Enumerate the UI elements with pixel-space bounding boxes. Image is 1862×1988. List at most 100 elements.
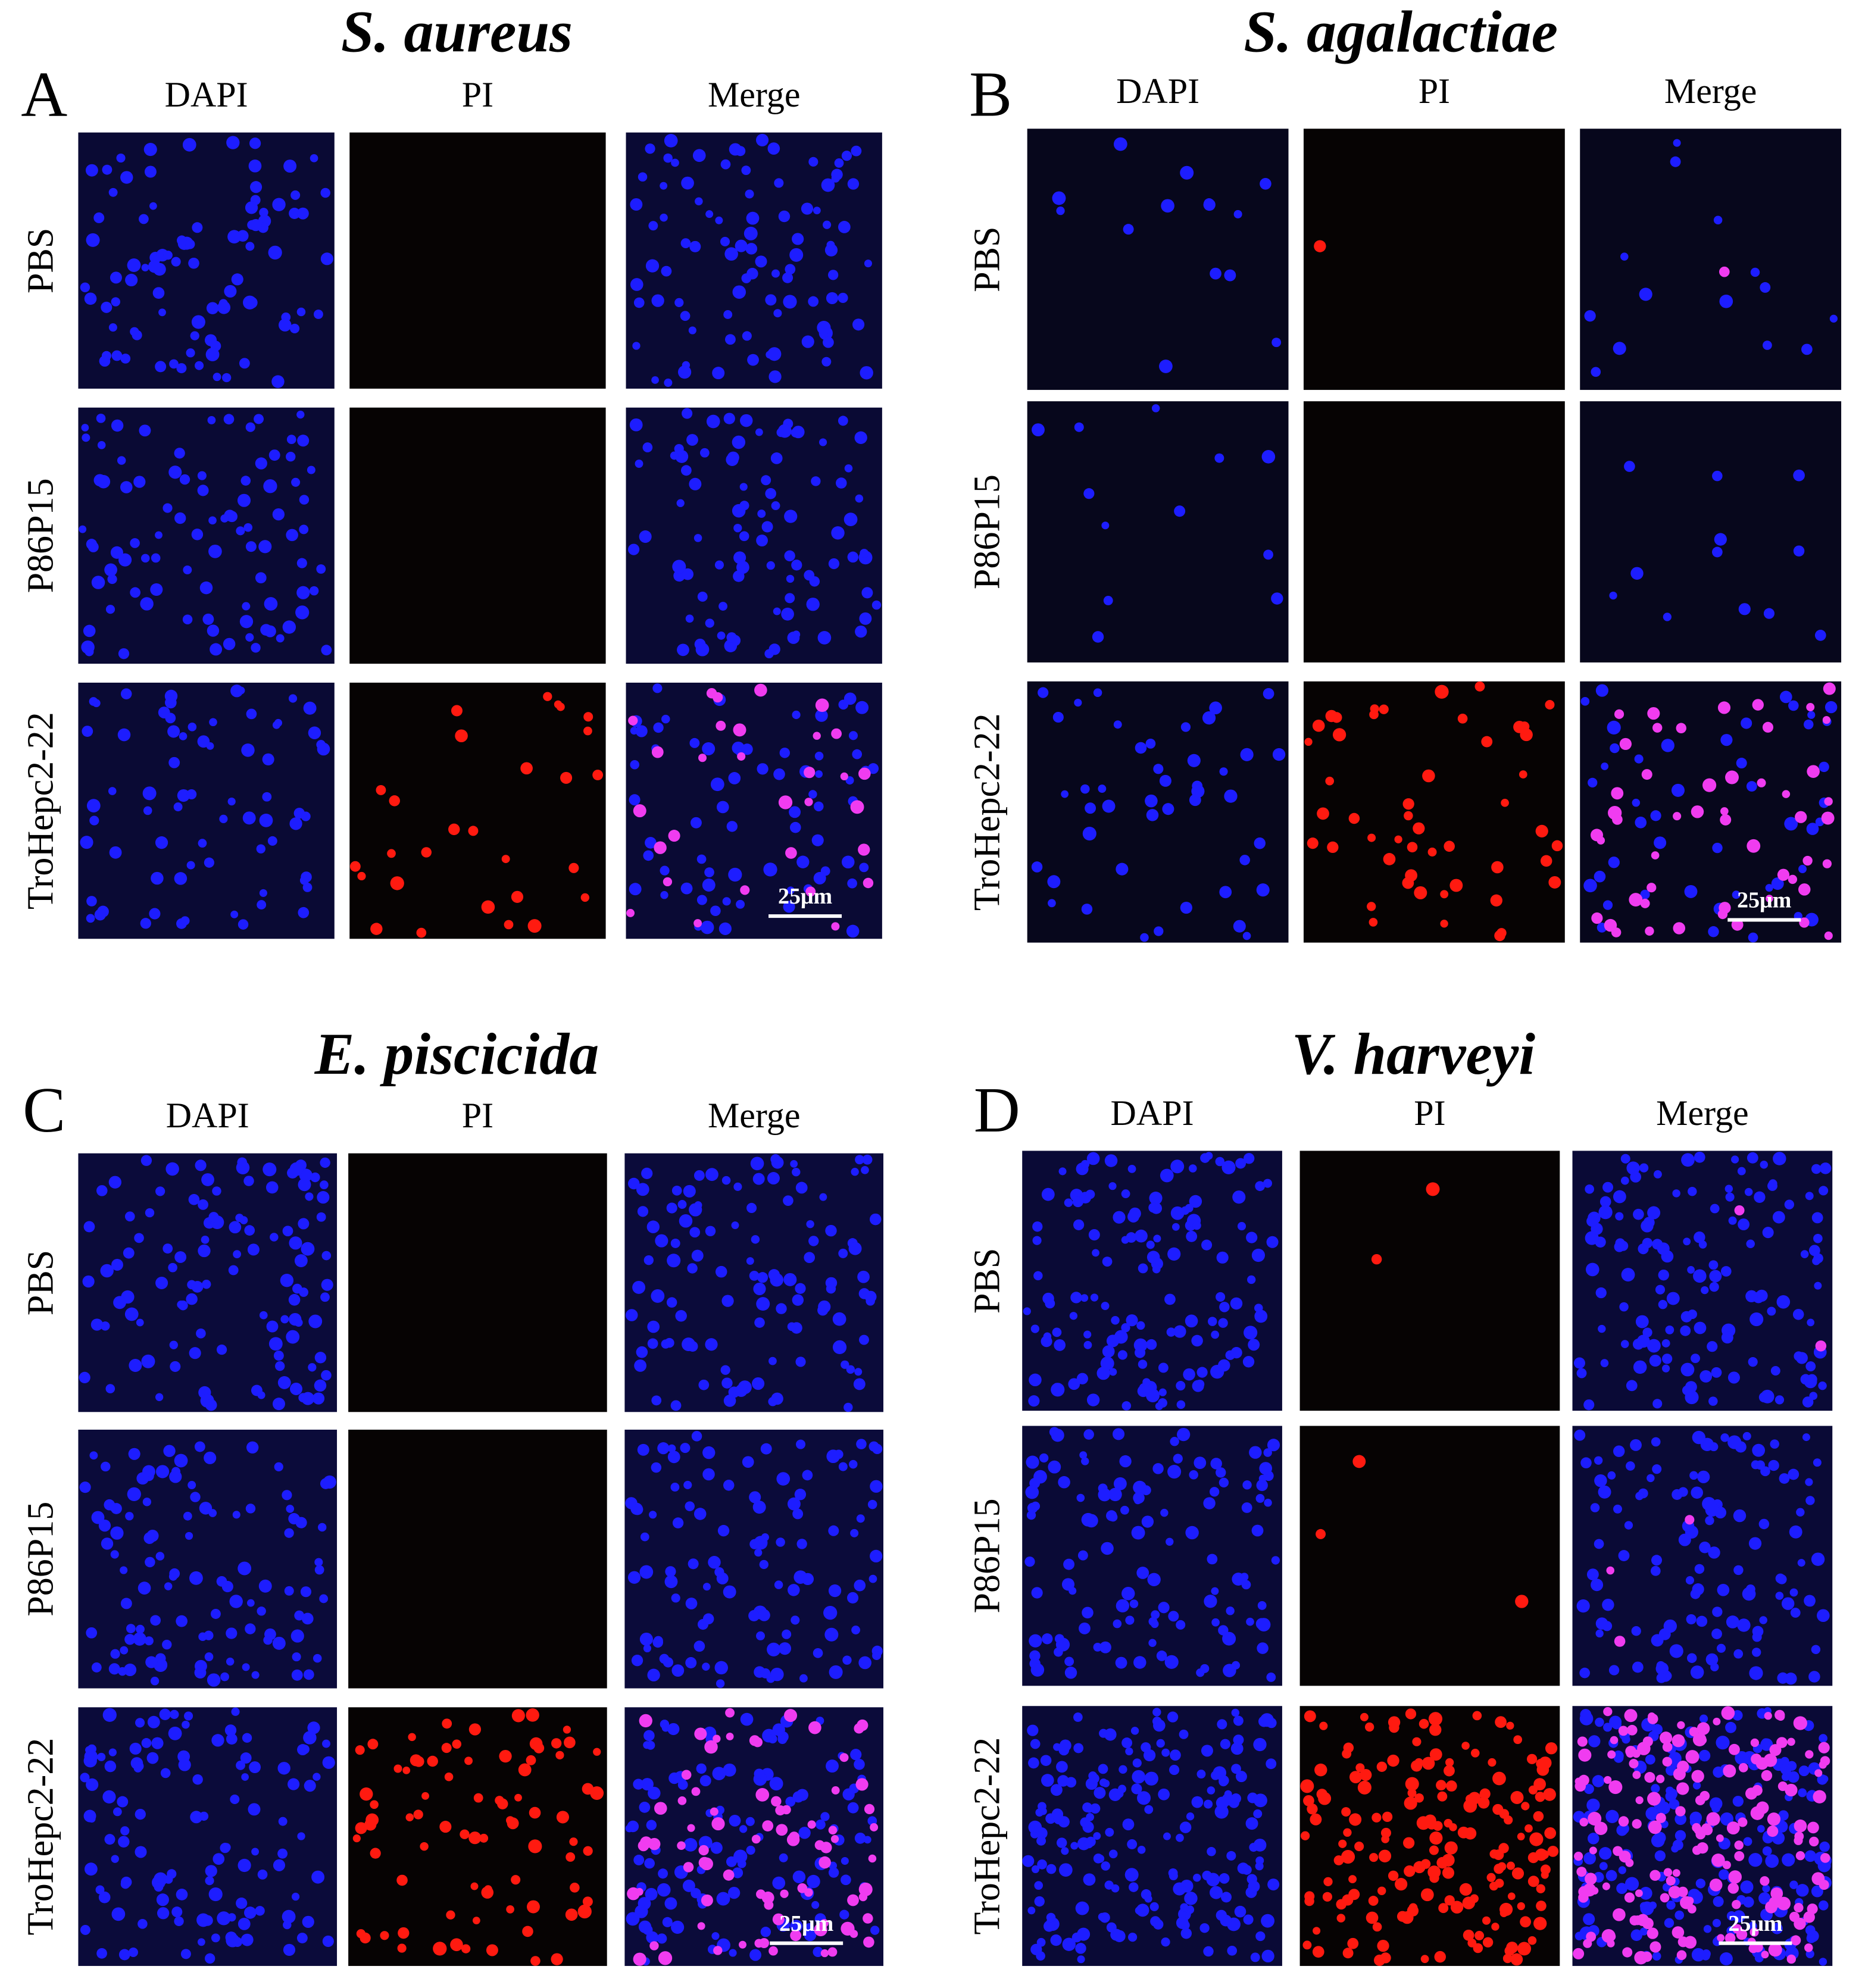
cell [783, 901, 795, 913]
cell [303, 1731, 317, 1745]
cell [1773, 1152, 1786, 1165]
cell [1802, 1433, 1810, 1442]
micrograph [1299, 1706, 1560, 1966]
cell [468, 1831, 482, 1845]
cell [1649, 1941, 1661, 1953]
cell [720, 1365, 730, 1375]
cell [318, 1523, 327, 1532]
cell [245, 1503, 256, 1514]
cell [761, 1891, 774, 1904]
cell [1639, 1887, 1652, 1900]
cell [795, 1283, 806, 1294]
cell [1188, 1164, 1197, 1173]
cell [821, 357, 832, 367]
cell [176, 1889, 188, 1901]
cell [448, 823, 460, 836]
cell [1357, 1780, 1371, 1795]
cell [645, 1887, 658, 1901]
cell [788, 1584, 800, 1596]
cell [1232, 1190, 1246, 1204]
micrograph-background [348, 1153, 607, 1412]
cell [1761, 1770, 1773, 1781]
cell [1576, 1368, 1587, 1379]
cell [1687, 1266, 1695, 1274]
cell [847, 1894, 859, 1906]
cell [1794, 1819, 1807, 1833]
cell [776, 1472, 791, 1486]
cell [798, 1827, 811, 1839]
cell [710, 1842, 723, 1854]
cell [1676, 1782, 1689, 1795]
cell [1583, 1784, 1594, 1795]
cell [652, 1637, 663, 1648]
cell [441, 1743, 452, 1753]
cell [1176, 1917, 1189, 1929]
scale-bar-label: 25μm [779, 1911, 833, 1936]
cell [1641, 1220, 1654, 1233]
cell [274, 718, 283, 727]
cell [1405, 1777, 1419, 1791]
cell [826, 1759, 839, 1773]
cell [814, 801, 824, 812]
cell [633, 804, 646, 818]
cell [138, 1581, 151, 1595]
cell [273, 1859, 286, 1871]
cell [1412, 1737, 1422, 1746]
cell [1781, 1597, 1795, 1610]
cell [1061, 790, 1069, 798]
cell [634, 1359, 646, 1372]
cell [101, 1461, 111, 1472]
cell [758, 1609, 770, 1621]
micrograph [1299, 1151, 1560, 1411]
cell [1624, 1892, 1635, 1903]
cell [129, 1742, 142, 1755]
cell [1342, 1948, 1354, 1959]
cell [831, 168, 843, 181]
cell [248, 159, 262, 173]
cell [1713, 1717, 1721, 1726]
cell [1403, 1837, 1415, 1849]
cell [298, 907, 310, 918]
cell [1051, 1429, 1064, 1442]
cell [1224, 1790, 1232, 1798]
cell [804, 570, 815, 581]
cell [1720, 814, 1732, 826]
cell [1607, 1750, 1616, 1759]
cell [723, 1869, 735, 1881]
cell [420, 1842, 429, 1851]
cell [1073, 1219, 1085, 1230]
row-label: P86P15 [967, 474, 1007, 589]
cell [1032, 1236, 1042, 1245]
cell [367, 1739, 379, 1750]
cell [286, 529, 298, 542]
cell [272, 508, 285, 521]
cell [1798, 883, 1811, 896]
cell [238, 1561, 252, 1576]
cell [1585, 1184, 1594, 1194]
cell [1652, 1952, 1661, 1961]
cell [272, 1636, 286, 1650]
cell [84, 1862, 98, 1876]
cell [188, 1194, 200, 1205]
cell [1342, 1749, 1352, 1759]
row-label: P86P15 [20, 478, 61, 593]
cell [854, 1832, 866, 1844]
cell [1407, 842, 1418, 853]
cell [828, 1826, 838, 1835]
cell [1170, 1749, 1181, 1761]
cell [190, 1811, 203, 1824]
cell [1145, 738, 1156, 749]
cell [1506, 1721, 1514, 1730]
cell [1617, 1240, 1629, 1251]
cell [1738, 1218, 1749, 1230]
cell [1757, 778, 1766, 787]
cell [1725, 1192, 1735, 1202]
cell [304, 1780, 316, 1792]
cell [1402, 877, 1414, 889]
cell [1598, 1205, 1613, 1220]
cell [824, 1627, 839, 1642]
cell [782, 1805, 791, 1815]
cell [1784, 1199, 1794, 1209]
cell [631, 1655, 643, 1667]
cell [164, 1582, 173, 1590]
